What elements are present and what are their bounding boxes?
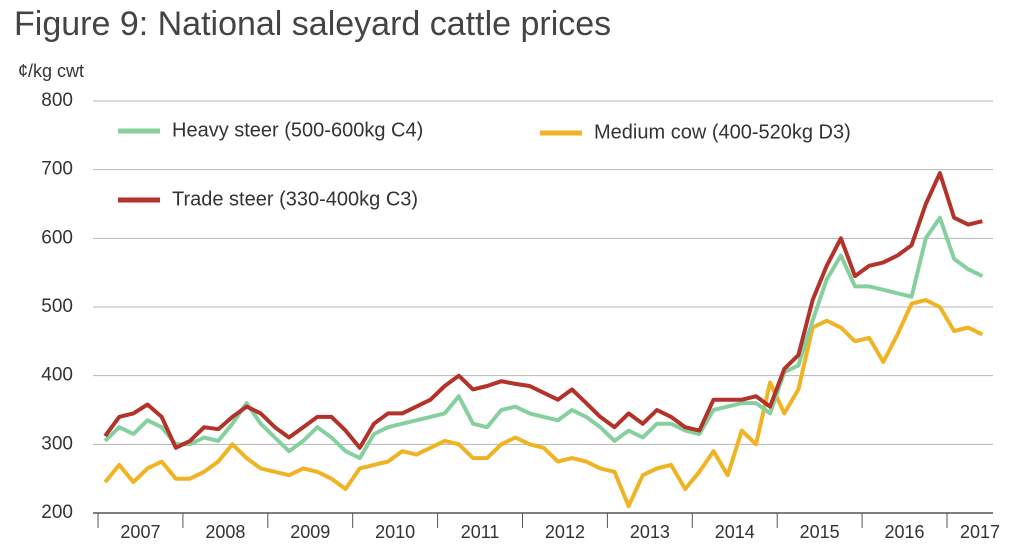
chart-title: Figure 9: National saleyard cattle price…	[14, 5, 611, 43]
x-tick-label: 2008	[205, 522, 245, 542]
x-tick-label: 2010	[375, 522, 415, 542]
x-tick-label: 2009	[290, 522, 330, 542]
legend-label: Medium cow (400-520kg D3)	[594, 121, 851, 143]
series-line	[103, 171, 983, 450]
legend-label: Trade steer (330-400kg C3)	[172, 188, 418, 210]
x-tick-label: 2013	[630, 522, 670, 542]
x-tick-label: 2012	[545, 522, 585, 542]
legend-label: Heavy steer (500-600kg C4)	[172, 119, 423, 141]
x-tick-label: 2016	[885, 522, 925, 542]
y-tick-label: 400	[41, 365, 73, 386]
x-tick-label: 2007	[120, 522, 160, 542]
y-axis-label: ¢/kg cwt	[18, 61, 84, 81]
y-tick-label: 600	[41, 227, 73, 248]
x-tick-label: 2017	[960, 522, 1000, 542]
y-tick-label: 800	[41, 90, 73, 111]
y-tick-label: 700	[41, 159, 73, 180]
y-tick-label: 200	[41, 502, 73, 523]
y-tick-label: 300	[41, 433, 73, 454]
x-tick-label: 2011	[461, 522, 500, 542]
y-tick-label: 500	[41, 296, 73, 317]
series-line	[103, 298, 984, 509]
x-tick-label: 2015	[800, 522, 840, 542]
x-tick-label: 2014	[715, 522, 755, 542]
